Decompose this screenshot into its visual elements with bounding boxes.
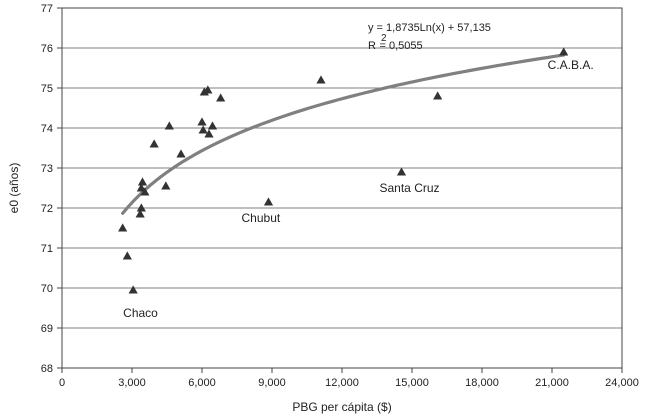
data-point-triangle: [136, 203, 146, 212]
y-tick-label: 71: [41, 243, 53, 255]
data-point-triangle: [140, 187, 150, 196]
data-point-triangle: [197, 117, 207, 126]
r-squared-letter: R: [368, 40, 376, 52]
data-point-triangle: [198, 125, 208, 134]
r-squared-value: = 0,5055: [380, 40, 423, 52]
data-point-triangle: [207, 121, 218, 130]
data-point-triangle: [164, 121, 174, 130]
data-points: [118, 47, 569, 294]
data-point-triangle: [316, 75, 326, 84]
x-tick-label: 3,000: [118, 377, 146, 389]
x-axis-title: PBG per cápita ($): [292, 400, 391, 414]
y-tick-label: 68: [41, 363, 53, 375]
data-point-triangle: [176, 149, 186, 158]
data-point-triangle: [137, 177, 148, 186]
data-point-triangle: [203, 85, 213, 94]
y-tick-label: 75: [41, 83, 53, 95]
y-tick-label: 70: [41, 283, 53, 295]
point-annotations: Chaco Chubut Santa Cruz C.A.B.A.: [123, 58, 594, 320]
x-tick-label: 12,000: [325, 377, 359, 389]
data-point-triangle: [149, 139, 159, 148]
data-point-triangle: [135, 209, 145, 218]
y-tick-label: 77: [41, 3, 53, 15]
y-axis-title: e0 (años): [7, 163, 21, 214]
point-annotation: Santa Cruz: [380, 181, 440, 195]
data-point-triangle: [204, 129, 214, 138]
data-point-triangle: [136, 183, 146, 192]
point-annotation: Chubut: [242, 211, 281, 225]
data-point-triangle: [559, 47, 569, 56]
x-tick-label: 18,000: [465, 377, 499, 389]
data-point-triangle: [118, 223, 128, 232]
data-point-triangle: [128, 285, 138, 294]
data-point-triangle: [396, 167, 407, 176]
y-tick-label: 72: [41, 203, 53, 215]
data-point-triangle: [216, 93, 226, 102]
x-tick-label: 21,000: [535, 377, 569, 389]
y-tick-label: 76: [41, 43, 53, 55]
trendline-equation: y = 1,8735Ln(x) + 57,135: [368, 22, 491, 34]
x-axis-tick-labels: 0 3,000 6,000 9,000 12,000 15,000 18,000 21,000…: [59, 377, 639, 389]
r-squared-exponent: 2: [381, 33, 387, 44]
x-tick-label: 15,000: [395, 377, 429, 389]
point-annotation: C.A.B.A.: [548, 58, 594, 72]
data-point-triangle: [122, 251, 132, 260]
x-tick-label: 9,000: [258, 377, 286, 389]
data-point-triangle: [263, 197, 274, 206]
log-trendline: [121, 53, 566, 215]
r-squared-label: R2 = 0,5055: [368, 33, 423, 52]
x-tick-label: 0: [59, 377, 65, 389]
y-tick-label: 74: [41, 123, 53, 135]
x-tick-label: 6,000: [188, 377, 216, 389]
data-point-triangle: [161, 181, 171, 190]
y-tick-label: 73: [41, 163, 53, 175]
axis-ticks: [57, 7, 623, 373]
y-axis-tick-labels: 68 69 70 71 72 73 74 75 76 77: [41, 3, 53, 375]
point-annotation: Chaco: [123, 306, 158, 320]
x-tick-label: 24,000: [605, 377, 639, 389]
y-tick-label: 69: [41, 323, 53, 335]
data-point-triangle: [433, 91, 443, 100]
